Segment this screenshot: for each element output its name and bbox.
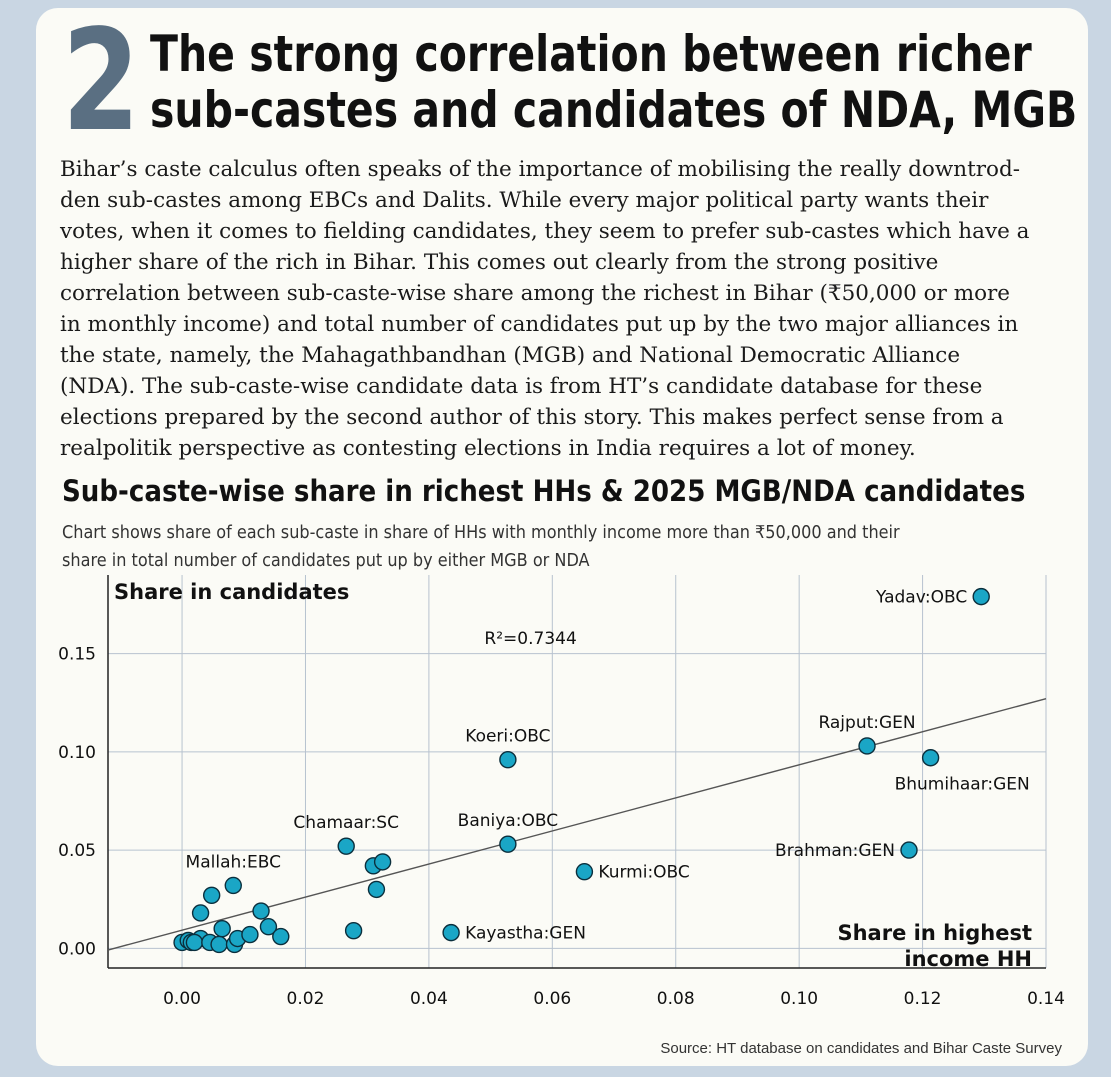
point-label: Koeri:OBC <box>465 727 550 747</box>
data-point <box>213 920 231 938</box>
data-point <box>900 841 918 859</box>
body-line: realpolitik perspective as contesting el… <box>60 436 916 461</box>
chart-subtitle-line: Chart shows share of each sub-caste in s… <box>62 523 900 543</box>
point-label: Rajput:GEN <box>818 713 915 733</box>
data-point <box>272 927 290 946</box>
body-line: Bihar’s caste calculus often speaks of t… <box>60 157 1020 182</box>
body-line: higher share of the rich in Bihar. This … <box>60 250 939 275</box>
point-label: Kayastha:GEN <box>465 924 586 944</box>
data-point <box>442 923 460 942</box>
x-tick-label: 0.04 <box>410 989 448 1009</box>
data-point <box>499 835 517 853</box>
data-point <box>259 918 278 936</box>
data-point <box>224 876 242 895</box>
data-point <box>367 880 386 899</box>
article-body: Bihar’s caste calculus often speaks of t… <box>60 154 1070 464</box>
body-line: the state, namely, the Mahagathbandhan (… <box>60 343 961 368</box>
chart-title: Sub-caste-wise share in richest HHs & 20… <box>62 474 1026 508</box>
point-label: Brahman:GEN <box>775 841 895 861</box>
point-label: Bhumihaar:GEN <box>895 775 1030 795</box>
x-tick-label: 0.14 <box>1027 989 1065 1009</box>
body-line: den sub-castes among EBCs and Dalits. Wh… <box>60 188 989 213</box>
data-point <box>241 925 259 944</box>
body-line: (NDA). The sub-caste-wise candidate data… <box>60 374 983 399</box>
y-tick-label: 0.15 <box>58 645 96 665</box>
point-label: Baniya:OBC <box>458 811 558 831</box>
section-number: 2 <box>62 0 140 163</box>
data-point <box>252 902 270 920</box>
point-label: Chamaar:SC <box>293 813 399 833</box>
y-axis-title: Share in candidates <box>114 580 349 604</box>
data-point <box>575 863 594 881</box>
y-tick-label: 0.10 <box>58 743 96 763</box>
point-label: Kurmi:OBC <box>598 863 689 883</box>
chart-subtitle: Chart shows share of each sub-caste in s… <box>62 519 991 575</box>
point-label: Mallah:EBC <box>186 852 281 872</box>
x-tick-label: 0.10 <box>780 989 818 1009</box>
plot-area <box>108 575 1046 968</box>
data-point <box>185 933 204 952</box>
x-tick-label: 0.08 <box>657 989 695 1009</box>
x-tick-label: 0.06 <box>533 989 571 1009</box>
body-line: elections prepared by the second author … <box>60 405 1004 430</box>
chart-subtitle-line: share in total number of candidates put … <box>62 551 590 571</box>
y-tick-label: 0.05 <box>58 841 96 861</box>
x-tick-label: 0.02 <box>287 989 325 1009</box>
x-axis-title: income HH <box>904 947 1032 971</box>
data-point <box>373 853 392 871</box>
source-note: Source: HT database on candidates and Bi… <box>660 1040 1062 1057</box>
body-line: votes, when it comes to fielding candida… <box>60 219 1030 244</box>
y-tick-label: 0.00 <box>58 939 96 959</box>
data-point <box>202 886 221 904</box>
data-point <box>499 751 517 769</box>
body-line: in monthly income) and total number of c… <box>60 312 1019 337</box>
data-point <box>337 837 355 855</box>
data-point <box>191 904 210 922</box>
headline-line: The strong correlation between richer <box>150 25 1032 83</box>
body-line: correlation between sub-caste-wise share… <box>60 281 1011 306</box>
r-squared-annotation: R²=0.7344 <box>484 629 576 649</box>
x-tick-label: 0.12 <box>904 989 942 1009</box>
data-point <box>921 749 940 767</box>
data-point <box>344 921 363 940</box>
point-label: Yadav:OBC <box>875 588 967 608</box>
x-axis-title: Share in highest <box>837 921 1032 945</box>
data-point <box>858 737 876 755</box>
x-tick-label: 0.00 <box>163 989 201 1009</box>
data-point <box>972 587 990 606</box>
data-point <box>210 935 228 954</box>
